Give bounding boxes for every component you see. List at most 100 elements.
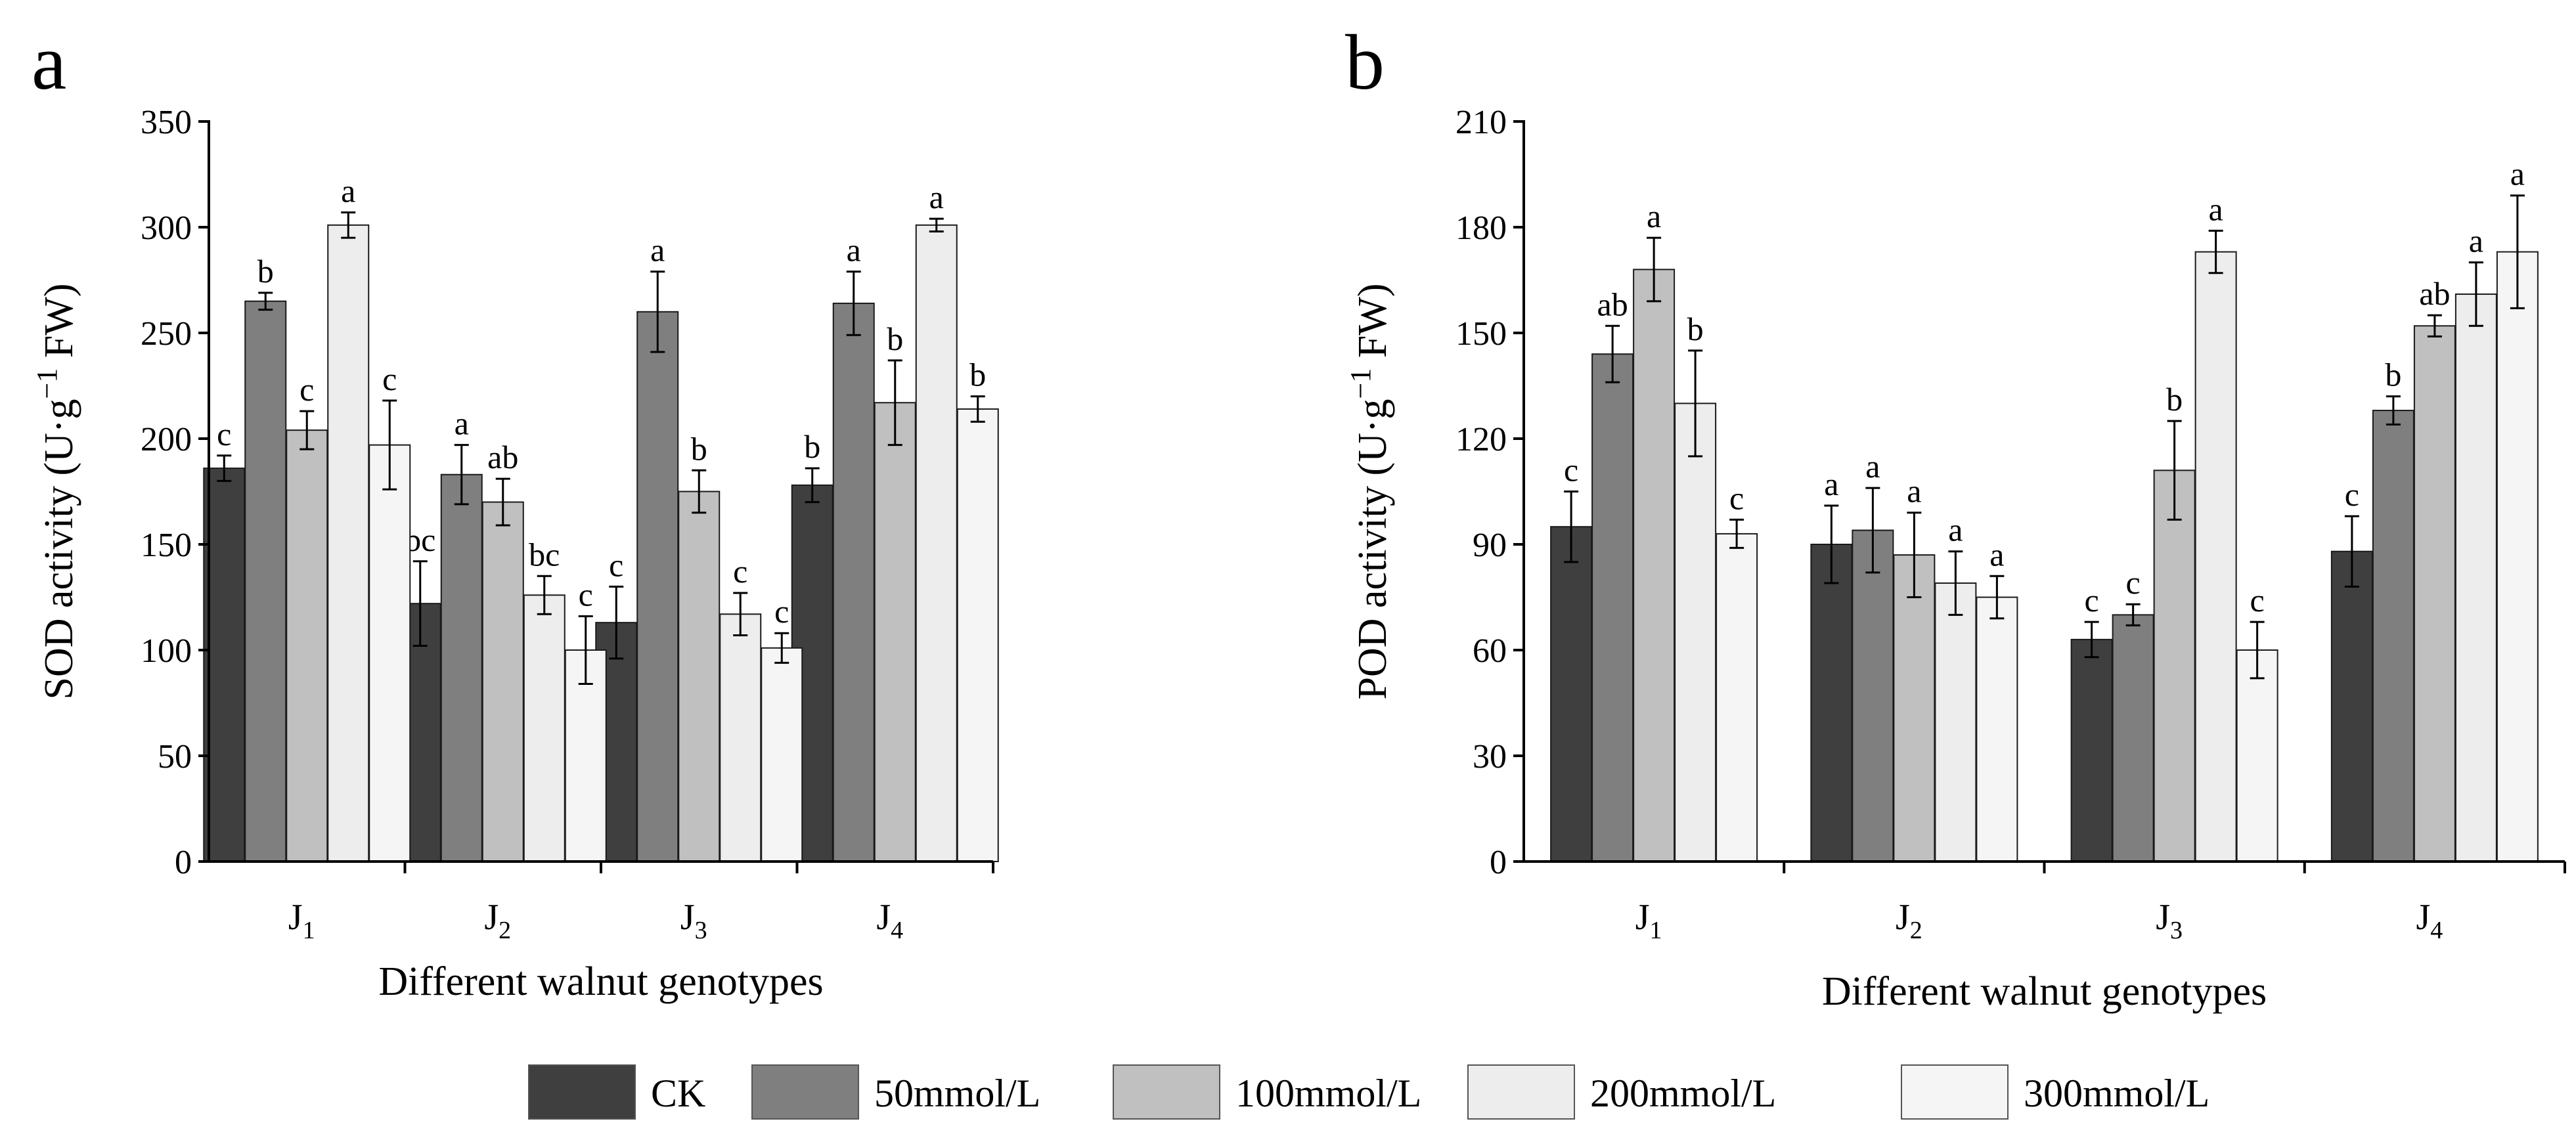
legend-label: 300mmol/L: [2024, 1072, 2210, 1115]
significance-label: c: [2345, 476, 2359, 513]
category-subscript: 4: [891, 917, 903, 944]
y-tick-label: 120: [1455, 421, 1507, 458]
significance-label: a: [650, 232, 665, 269]
category-subscript: 2: [499, 917, 511, 944]
bar: [2236, 649, 2278, 862]
legend-swatch: [528, 1064, 636, 1120]
significance-label: a: [2510, 156, 2525, 192]
x-category-label: J4: [876, 897, 903, 944]
legend-swatch: [1467, 1064, 1575, 1120]
bar: [1674, 403, 1717, 862]
significance-label: b: [691, 430, 707, 467]
y-axis-title-main: SOD activity (U·g: [37, 399, 81, 699]
category-main: J: [1896, 897, 1910, 938]
significance-label: a: [455, 405, 469, 442]
category-main: J: [288, 897, 303, 938]
panel-letter: a: [32, 18, 66, 106]
legend-swatch: [1113, 1064, 1220, 1120]
y-axis-title: POD activity (U·g−1 FW): [1344, 283, 1395, 699]
significance-label: c: [382, 360, 397, 397]
significance-label: ab: [487, 439, 518, 475]
significance-label: c: [2250, 582, 2265, 619]
category-main: J: [484, 897, 499, 938]
x-category-label: J2: [1896, 897, 1922, 944]
bar: [244, 300, 287, 862]
y-tick-label: 250: [141, 315, 192, 353]
y-tick-label: 150: [1455, 315, 1507, 353]
category-main: J: [876, 897, 891, 938]
x-category-label: J4: [2416, 897, 2443, 944]
x-category-label: J3: [680, 897, 707, 944]
y-axis-title-main: POD activity (U·g: [1350, 399, 1395, 699]
y-tick-label: 350: [141, 104, 192, 141]
significance-label: c: [609, 546, 623, 583]
y-tick-label: 90: [1473, 527, 1507, 564]
category-subscript: 2: [1910, 917, 1922, 944]
significance-label: a: [1989, 536, 2004, 573]
y-tick-label: 200: [141, 421, 192, 458]
y-axis-title-superscript: −1: [1344, 368, 1377, 399]
bar: [564, 649, 607, 862]
significance-label: c: [774, 593, 789, 630]
significance-label: a: [1824, 466, 1838, 502]
panel-letter: b: [1345, 18, 1385, 106]
bar: [1852, 529, 1894, 862]
x-category-label: J2: [484, 897, 511, 944]
x-category-label: J1: [288, 897, 315, 944]
significance-label: b: [1687, 311, 1704, 347]
category-main: J: [2416, 897, 2430, 938]
bar: [2454, 293, 2497, 862]
panel-b-pod-chart: bc accabacbaababbaaacaca03060901201501802…: [1344, 18, 2566, 1014]
significance-label: a: [847, 232, 861, 269]
significance-label: ab: [2419, 275, 2450, 312]
y-tick-label: 0: [1490, 844, 1507, 881]
bar: [2496, 251, 2539, 863]
bar: [1810, 544, 1853, 862]
x-axis-title: Different walnut genotypes: [1822, 969, 2267, 1014]
significance-label: c: [1729, 479, 1744, 516]
significance-label: b: [804, 428, 820, 465]
significance-label: a: [1948, 512, 1963, 548]
category-subscript: 3: [2170, 917, 2183, 944]
bar: [2372, 410, 2414, 862]
y-tick-label: 50: [158, 738, 192, 776]
bar: [440, 473, 483, 862]
category-main: J: [680, 897, 695, 938]
y-tick-label: 300: [141, 209, 192, 247]
bar: [1716, 533, 1758, 863]
bar: [2413, 325, 2456, 862]
category-main: J: [2156, 897, 2170, 938]
bar: [1633, 269, 1676, 862]
significance-label: b: [969, 357, 986, 393]
y-tick-label: 210: [1455, 104, 1507, 141]
bar: [481, 501, 524, 862]
y-axis-title: SOD activity (U·g−1 FW): [31, 283, 81, 699]
legend-swatch: [1901, 1064, 2009, 1120]
category-subscript: 1: [303, 917, 315, 944]
category-subscript: 4: [2430, 917, 2443, 944]
legend-label: 200mmol/L: [1590, 1072, 1776, 1115]
y-tick-label: 30: [1473, 738, 1507, 776]
significance-label: c: [733, 553, 747, 590]
bar: [1591, 353, 1634, 862]
bar: [915, 224, 958, 862]
significance-label: a: [1647, 198, 1661, 234]
significance-label: b: [2385, 357, 2401, 393]
bar: [1976, 596, 2018, 862]
y-axis-title-tail: FW): [37, 283, 81, 368]
significance-label: a: [341, 172, 355, 209]
category-subscript: 1: [1650, 917, 1662, 944]
category-main: J: [1635, 897, 1650, 938]
bar: [719, 613, 762, 862]
bar: [523, 594, 566, 863]
bar: [678, 491, 721, 862]
y-tick-label: 60: [1473, 632, 1507, 670]
category-subscript: 3: [695, 917, 707, 944]
significance-label: a: [2209, 190, 2223, 227]
bar: [368, 444, 411, 862]
significance-label: a: [1865, 448, 1880, 485]
significance-label: c: [2126, 564, 2141, 601]
x-axis-title: Different walnut genotypes: [378, 959, 823, 1004]
bar: [832, 302, 875, 863]
